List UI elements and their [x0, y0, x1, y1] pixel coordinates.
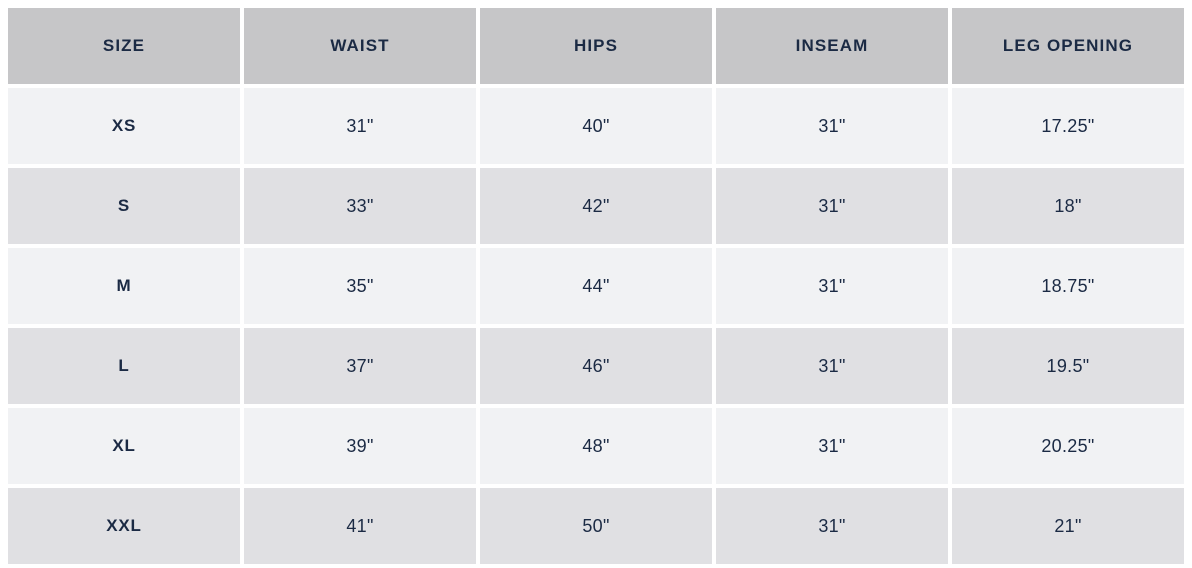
hips-value: 42" — [480, 168, 712, 244]
inseam-value: 31" — [716, 488, 948, 564]
leg-opening-value: 19.5" — [952, 328, 1184, 404]
leg-opening-value: 21" — [952, 488, 1184, 564]
waist-value: 33" — [244, 168, 476, 244]
size-label: XXL — [8, 488, 240, 564]
waist-value: 41" — [244, 488, 476, 564]
inseam-value: 31" — [716, 88, 948, 164]
hips-value: 50" — [480, 488, 712, 564]
waist-value: 35" — [244, 248, 476, 324]
size-label: M — [8, 248, 240, 324]
size-label: L — [8, 328, 240, 404]
header-row: SIZE WAIST HIPS INSEAM LEG OPENING — [8, 8, 1184, 84]
table-row-l: L 37" 46" 31" 19.5" — [8, 328, 1184, 404]
column-header-inseam: INSEAM — [716, 8, 948, 84]
column-header-size: SIZE — [8, 8, 240, 84]
table-row-s: S 33" 42" 31" 18" — [8, 168, 1184, 244]
size-label: XS — [8, 88, 240, 164]
table-row-m: M 35" 44" 31" 18.75" — [8, 248, 1184, 324]
waist-value: 31" — [244, 88, 476, 164]
hips-value: 48" — [480, 408, 712, 484]
column-header-waist: WAIST — [244, 8, 476, 84]
size-chart-table: SIZE WAIST HIPS INSEAM LEG OPENING XS 31… — [4, 4, 1188, 568]
column-header-hips: HIPS — [480, 8, 712, 84]
leg-opening-value: 18" — [952, 168, 1184, 244]
column-header-leg-opening: LEG OPENING — [952, 8, 1184, 84]
inseam-value: 31" — [716, 328, 948, 404]
size-label: S — [8, 168, 240, 244]
inseam-value: 31" — [716, 248, 948, 324]
hips-value: 44" — [480, 248, 712, 324]
leg-opening-value: 20.25" — [952, 408, 1184, 484]
table-row-xs: XS 31" 40" 31" 17.25" — [8, 88, 1184, 164]
leg-opening-value: 17.25" — [952, 88, 1184, 164]
waist-value: 39" — [244, 408, 476, 484]
waist-value: 37" — [244, 328, 476, 404]
table-row-xxl: XXL 41" 50" 31" 21" — [8, 488, 1184, 564]
table-row-xl: XL 39" 48" 31" 20.25" — [8, 408, 1184, 484]
inseam-value: 31" — [716, 408, 948, 484]
size-label: XL — [8, 408, 240, 484]
hips-value: 40" — [480, 88, 712, 164]
leg-opening-value: 18.75" — [952, 248, 1184, 324]
inseam-value: 31" — [716, 168, 948, 244]
hips-value: 46" — [480, 328, 712, 404]
